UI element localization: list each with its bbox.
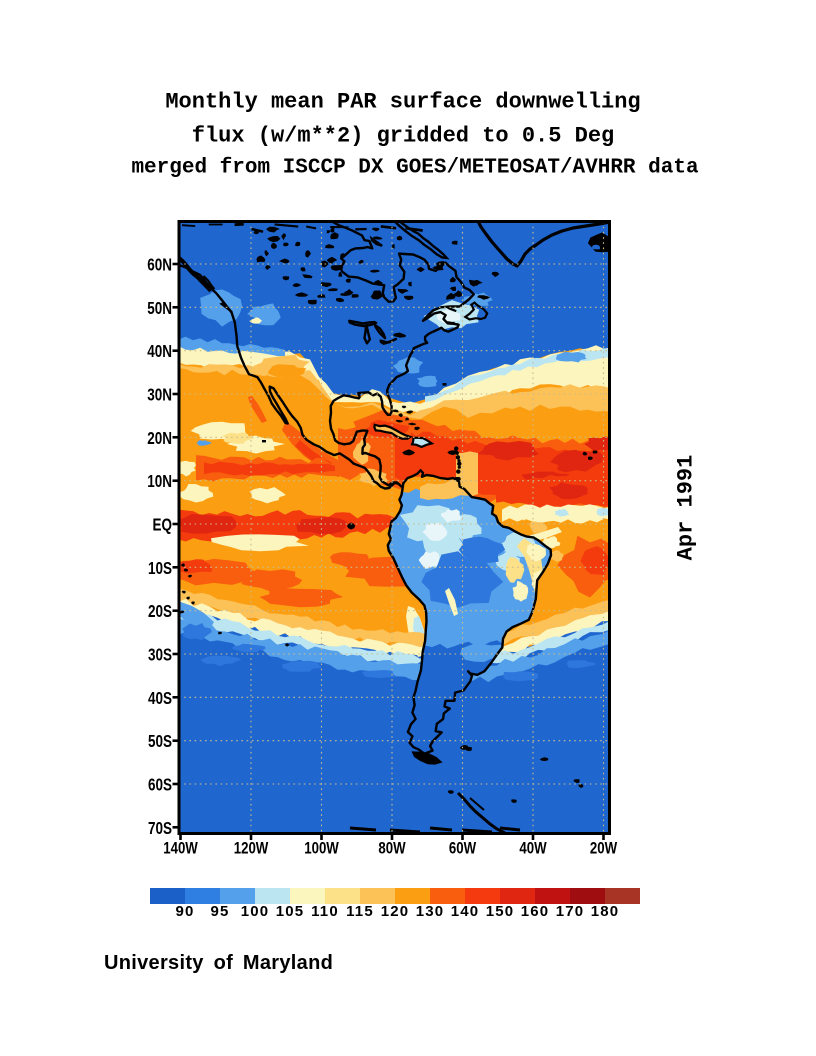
svg-text:130: 130 [416, 903, 445, 920]
svg-text:University of Maryland: University of Maryland [104, 952, 333, 974]
svg-text:Monthly mean PAR surface downw: Monthly mean PAR surface downwelling [165, 90, 640, 115]
svg-text:40N: 40N [147, 342, 172, 361]
svg-text:60W: 60W [449, 839, 477, 858]
svg-text:100: 100 [241, 903, 270, 920]
svg-text:170: 170 [556, 903, 585, 920]
svg-text:10S: 10S [148, 559, 172, 578]
svg-text:90: 90 [175, 903, 194, 920]
svg-text:140: 140 [451, 903, 480, 920]
svg-text:50S: 50S [148, 732, 172, 751]
svg-text:140W: 140W [163, 839, 198, 858]
svg-text:flux (w/m**2) gridded to 0.5 D: flux (w/m**2) gridded to 0.5 Deg [192, 124, 614, 149]
svg-text:40S: 40S [148, 689, 172, 708]
svg-text:105: 105 [276, 903, 305, 920]
svg-text:95: 95 [210, 903, 229, 920]
svg-text:20S: 20S [148, 602, 172, 621]
svg-text:Apr 1991: Apr 1991 [674, 455, 699, 561]
svg-text:160: 160 [521, 903, 550, 920]
svg-text:30S: 30S [148, 646, 172, 665]
svg-text:10N: 10N [147, 472, 172, 491]
svg-text:50N: 50N [147, 299, 172, 318]
svg-text:70S: 70S [148, 819, 172, 838]
svg-text:20W: 20W [590, 839, 618, 858]
svg-text:80W: 80W [378, 839, 406, 858]
svg-text:150: 150 [486, 903, 515, 920]
svg-text:115: 115 [346, 903, 374, 920]
svg-text:EQ: EQ [153, 516, 172, 535]
svg-text:30N: 30N [147, 386, 172, 405]
svg-text:merged from ISCCP DX GOES/METE: merged from ISCCP DX GOES/METEOSAT/AVHRR… [131, 157, 698, 180]
svg-text:20N: 20N [147, 429, 172, 448]
svg-text:40W: 40W [519, 839, 547, 858]
svg-text:180: 180 [591, 903, 620, 920]
svg-text:110: 110 [311, 903, 339, 920]
svg-text:120: 120 [381, 903, 410, 920]
svg-text:100W: 100W [304, 839, 339, 858]
svg-text:120W: 120W [234, 839, 269, 858]
svg-text:60N: 60N [147, 256, 172, 275]
svg-text:60S: 60S [148, 776, 172, 795]
